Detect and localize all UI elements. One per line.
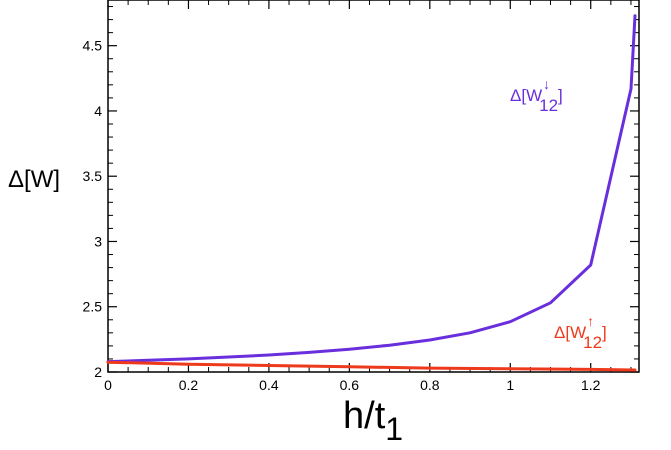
series-label-subscript: 12	[583, 333, 602, 352]
plot-frame	[107, 0, 640, 373]
series-label-w-up: Δ[W↑ 12]	[554, 313, 607, 352]
x-tick-label: 1	[506, 377, 514, 393]
x-axis-title-main: h/t	[343, 395, 386, 437]
x-axis-ticks: 0 0.2 0.4 0.6 0.8 1 1.2	[104, 0, 632, 393]
x-tick-label: 0.6	[340, 377, 360, 393]
y-axis-ticks: 2 2.5 3 3.5 4 4.5	[83, 6, 639, 380]
series-lines	[106, 14, 637, 372]
series-label-arrow: ↓	[543, 76, 550, 92]
x-axis-title: h/t1	[343, 395, 403, 447]
x-tick-label: 1.2	[581, 377, 601, 393]
series-line-w-up	[106, 360, 637, 372]
y-tick-label: 4.5	[83, 38, 103, 54]
series-label-suffix: ]	[558, 86, 563, 105]
x-tick-label: 0.2	[179, 377, 199, 393]
x-tick-label: 0	[104, 377, 112, 393]
series-label-w-down: Δ[W↓ 12]	[510, 76, 563, 115]
series-label-prefix: Δ[W	[510, 86, 542, 105]
series-line-w-down	[106, 14, 637, 364]
x-tick-label: 0.8	[420, 377, 440, 393]
series-label-prefix: Δ[W	[554, 323, 586, 342]
series-label-subscript: 12	[539, 96, 558, 115]
y-tick-label: 3.5	[83, 168, 103, 184]
series-label-suffix: ]	[602, 323, 607, 342]
x-tick-label: 0.4	[259, 377, 279, 393]
y-tick-label: 3	[94, 233, 102, 249]
y-tick-label: 2.5	[83, 299, 103, 315]
y-axis-title: Δ[W]	[8, 166, 60, 193]
x-axis-title-subscript: 1	[385, 411, 403, 447]
y-tick-label: 2	[94, 364, 102, 380]
series-label-arrow: ↑	[587, 313, 594, 329]
y-tick-label: 4	[94, 103, 102, 119]
